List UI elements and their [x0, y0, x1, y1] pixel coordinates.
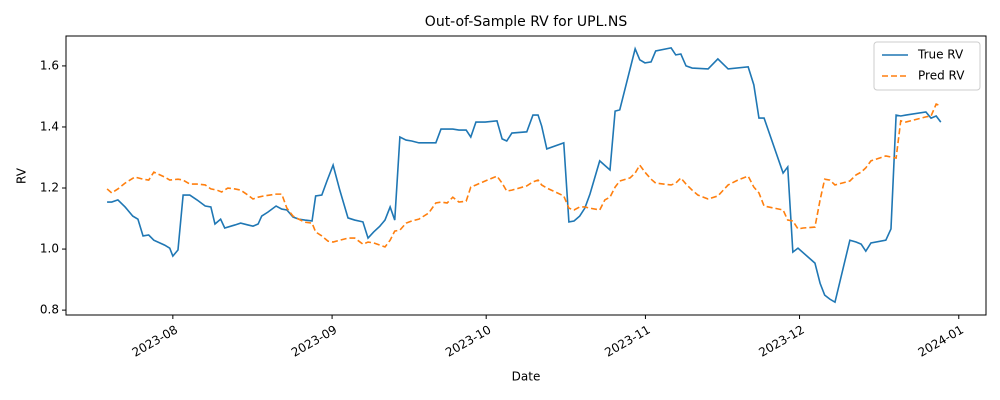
- axes-frame: [65, 35, 987, 316]
- legend-box: [873, 41, 981, 91]
- series-line: [106, 103, 942, 248]
- series-line: [107, 46, 942, 304]
- x-axis-label: Date: [512, 370, 541, 384]
- y-tick-label: 1.2: [40, 181, 59, 195]
- y-tick-label: 1.6: [40, 58, 59, 72]
- y-tick-label: 1.4: [40, 119, 59, 133]
- legend-label: True RV: [917, 48, 964, 62]
- plot-area: [106, 46, 942, 304]
- legend-label: Pred RV: [918, 69, 965, 83]
- chart-title: Out-of-Sample RV for UPL.NS: [425, 14, 628, 30]
- y-tick-label: 1.0: [40, 242, 59, 256]
- y-axis-label: RV: [15, 167, 29, 184]
- y-tick-label: 0.8: [40, 303, 59, 317]
